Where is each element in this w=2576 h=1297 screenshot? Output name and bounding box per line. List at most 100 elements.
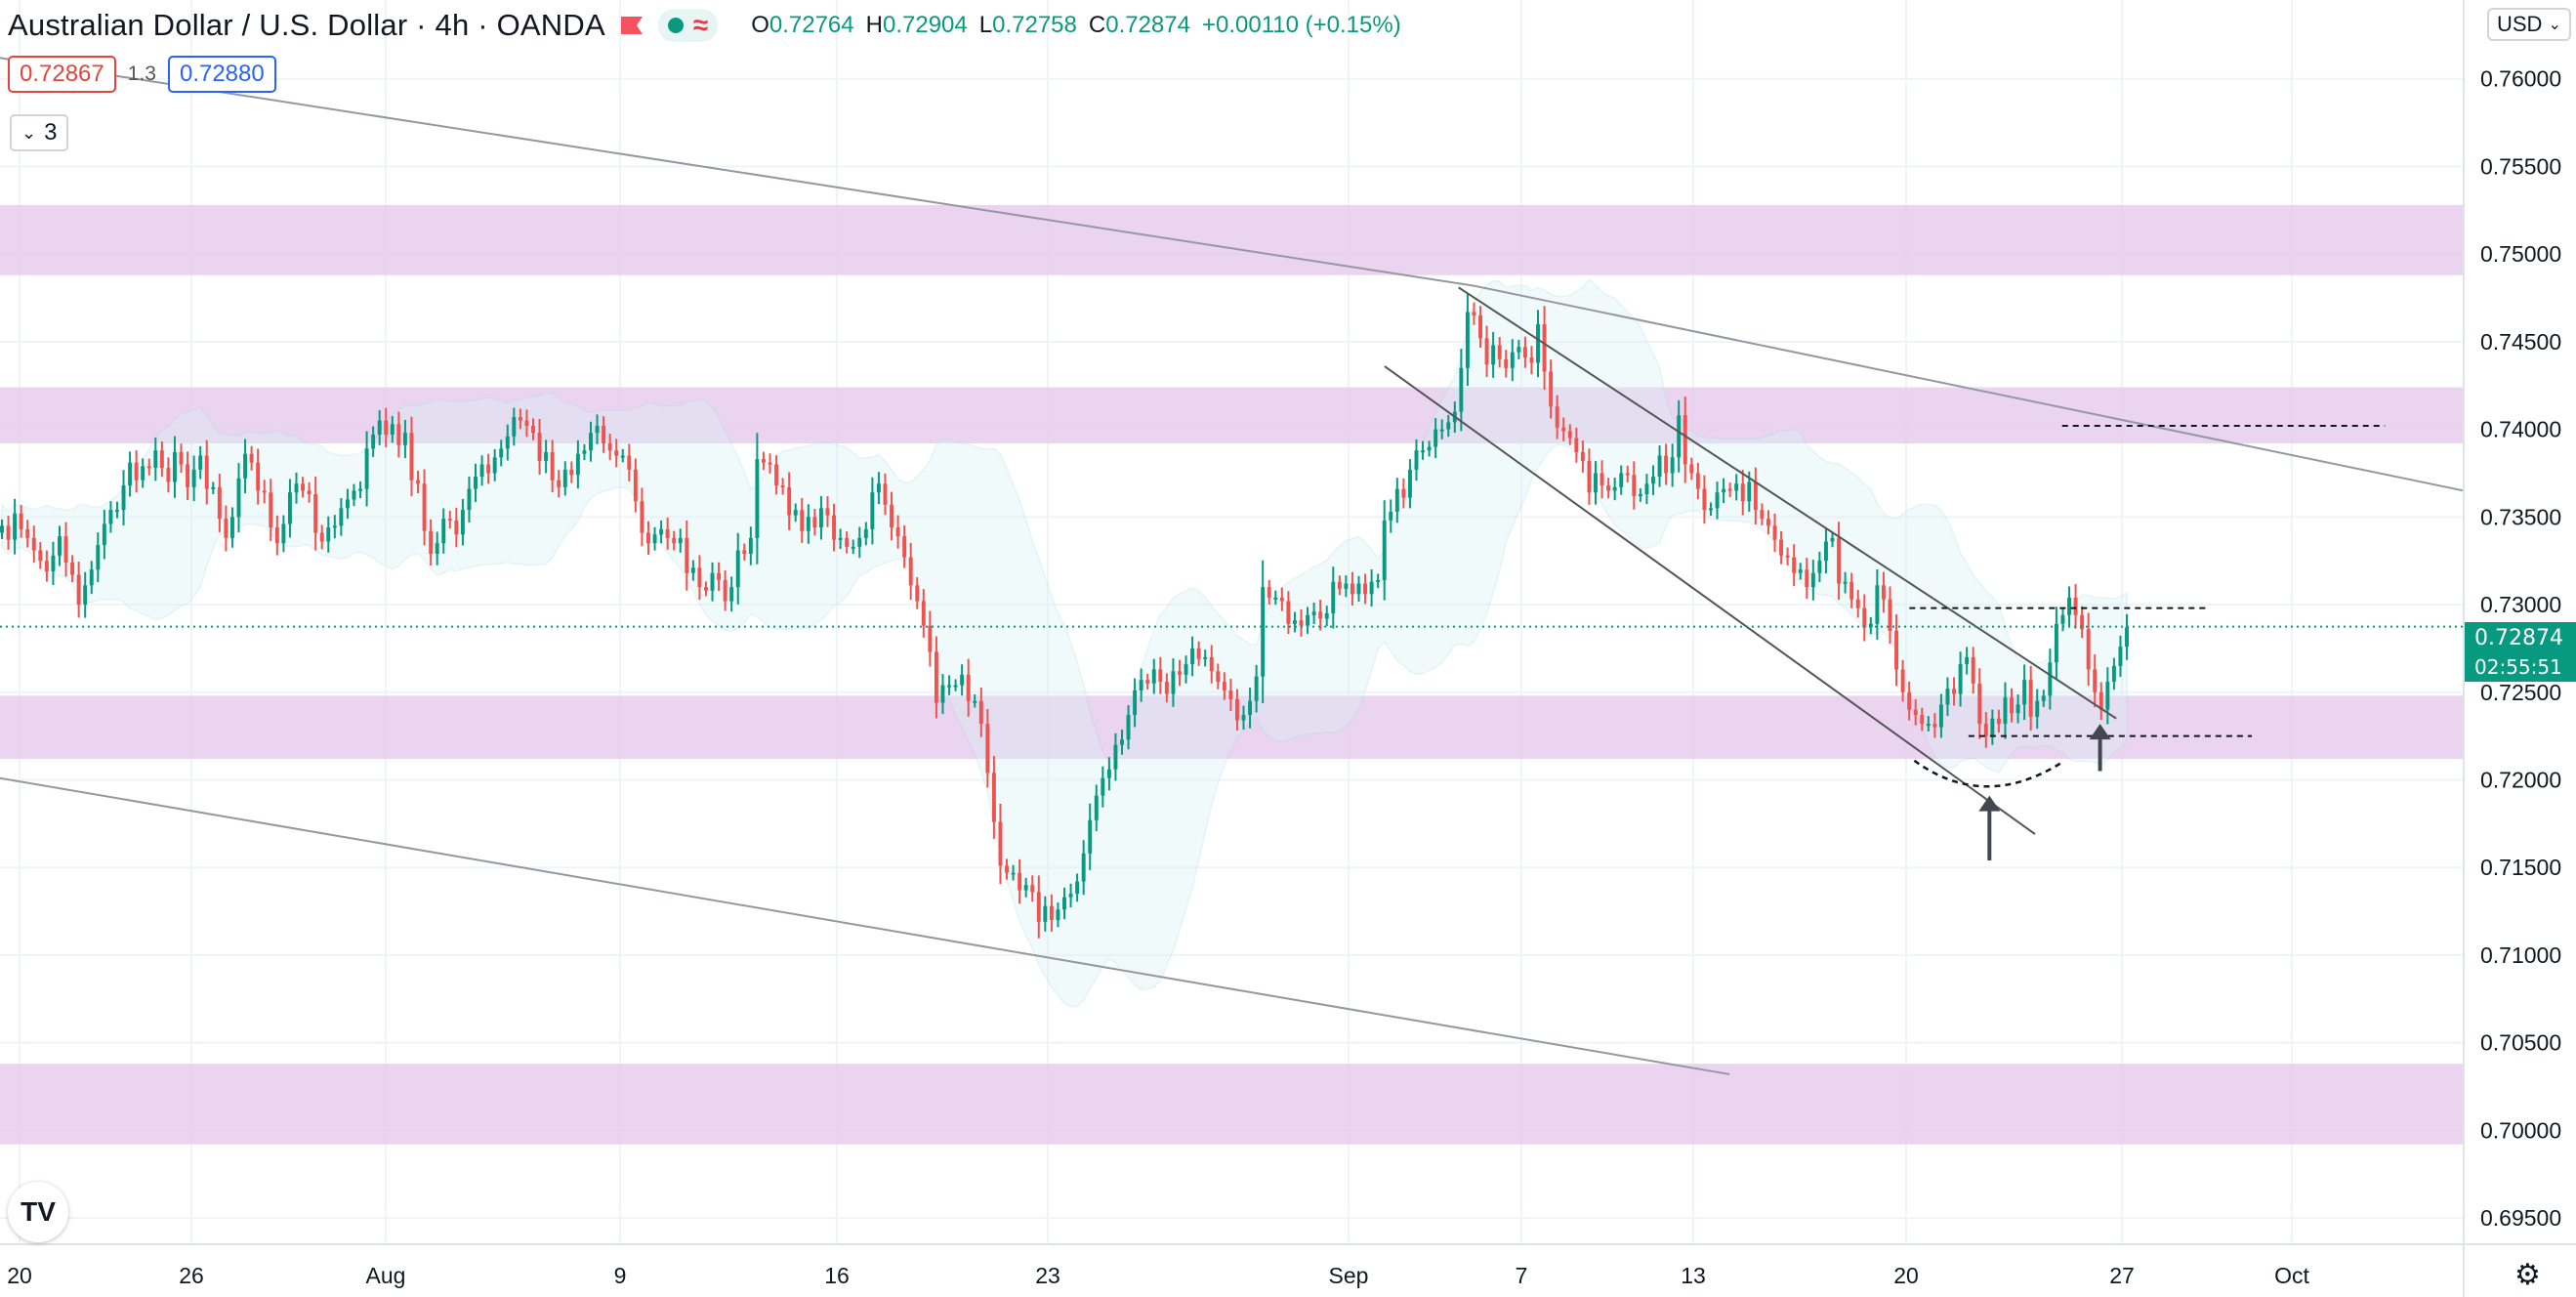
candle-body-229 <box>1465 312 1470 368</box>
candle-208 <box>1331 566 1336 629</box>
price-tick-5: 0.73500 <box>2480 504 2561 529</box>
candle-body-60 <box>384 420 389 436</box>
candle-127 <box>812 509 817 536</box>
candle-body-230 <box>1472 312 1476 315</box>
candle-body-83 <box>531 426 535 434</box>
price-tick-3: 0.74500 <box>2480 329 2561 355</box>
candle-body-219 <box>1401 488 1406 498</box>
candle-body-173 <box>1106 769 1111 778</box>
candle-body-127 <box>812 517 817 528</box>
candle-body-289 <box>1849 581 1854 600</box>
candle-263 <box>1683 397 1687 483</box>
time-tick-0: 20 <box>7 1263 32 1288</box>
candle-body-215 <box>1376 579 1381 582</box>
candle-body-51 <box>326 527 331 542</box>
tradingview-logo-icon[interactable]: TV <box>8 1182 68 1242</box>
candle-82 <box>524 409 529 438</box>
candle-body-138 <box>883 483 888 505</box>
market-open-dot-icon <box>667 18 684 33</box>
candle-body-50 <box>319 532 324 542</box>
currency-selector[interactable]: USD ⌄ <box>2487 8 2571 41</box>
candle-body-97 <box>620 455 625 458</box>
candle-64 <box>409 416 414 497</box>
candle-body-202 <box>1292 620 1297 624</box>
candle-11 <box>70 555 75 583</box>
candle-body-27 <box>172 451 177 482</box>
time-axis[interactable]: 20 26 Aug 9 16 23 Sep 7 13 20 27 Oct <box>7 1263 2309 1288</box>
candle-body-13 <box>83 585 88 606</box>
candle-body-104 <box>665 528 670 538</box>
candle-244 <box>1561 417 1566 441</box>
candle-body-267 <box>1709 508 1713 511</box>
candle-body-258 <box>1651 477 1655 484</box>
candle-150 <box>960 664 965 696</box>
candle-262 <box>1677 399 1682 473</box>
candle-54 <box>345 488 350 520</box>
candle-body-193 <box>1234 698 1239 721</box>
candle-257 <box>1644 474 1649 505</box>
candle-body-34 <box>217 486 222 520</box>
candle-190 <box>1216 663 1221 690</box>
candle-268 <box>1715 481 1720 520</box>
candle-290 <box>1855 589 1860 618</box>
candle-219 <box>1401 478 1406 509</box>
candle-28 <box>179 443 184 474</box>
candle-52 <box>332 515 337 539</box>
market-status-pill[interactable]: ≈ <box>657 9 719 42</box>
candle-body-312 <box>1996 718 2001 725</box>
indicators-toggle-button[interactable]: ⌄ 3 <box>10 114 69 151</box>
time-tick-9: 20 <box>1893 1263 1919 1288</box>
price-tick-10: 0.71000 <box>2480 942 2561 968</box>
candle-body-40 <box>256 462 261 491</box>
interval-label[interactable]: 4h <box>435 8 470 42</box>
candle-105 <box>672 530 677 551</box>
candle-body-301 <box>1926 724 1931 727</box>
candle-119 <box>761 451 766 471</box>
candle-154 <box>985 709 990 788</box>
candle-246 <box>1574 427 1579 463</box>
candle-195 <box>1248 688 1253 729</box>
candle-204 <box>1306 607 1310 634</box>
candle-body-323 <box>2067 597 2071 615</box>
candle-body-165 <box>1056 909 1060 921</box>
candle-309 <box>1977 668 1982 739</box>
candle-body-89 <box>569 469 574 476</box>
candle-body-264 <box>1689 464 1694 474</box>
price-tick-2: 0.75000 <box>2480 241 2561 267</box>
candle-body-35 <box>224 519 229 538</box>
candle-179 <box>1145 673 1150 690</box>
candle-155 <box>991 755 996 839</box>
price-tick-4: 0.74000 <box>2480 417 2561 442</box>
price-axis[interactable]: 0.76000 0.75500 0.75000 0.74500 0.74000 0.735… <box>2480 66 2561 1231</box>
candle-body-114 <box>729 587 734 602</box>
candle-62 <box>396 411 401 458</box>
candle-body-293 <box>1875 585 1880 624</box>
candle-38 <box>243 439 248 494</box>
candle-131 <box>838 528 843 550</box>
candle-88 <box>562 461 567 496</box>
candle-317 <box>2028 665 2033 732</box>
gear-icon[interactable]: ⚙ <box>2514 1259 2541 1291</box>
candle-265 <box>1695 462 1700 500</box>
candle-16 <box>102 510 106 560</box>
candle-body-294 <box>1881 585 1886 600</box>
candle-body-168 <box>1075 881 1080 895</box>
candle-180 <box>1151 658 1156 694</box>
candle-0 <box>0 519 4 539</box>
candle-205 <box>1311 603 1316 625</box>
candle-254 <box>1625 465 1630 482</box>
buy-price-button[interactable]: 0.72880 <box>167 56 276 93</box>
candle-body-310 <box>1983 724 1988 736</box>
price-zone-3 <box>0 1064 2464 1145</box>
symbol-title[interactable]: Australian Dollar / U.S. Dollar · 4h · O… <box>8 8 605 43</box>
candle-299 <box>1913 699 1918 726</box>
sell-price-button[interactable]: 0.72867 <box>8 56 116 93</box>
candle-177 <box>1133 678 1138 728</box>
candle-267 <box>1709 502 1713 517</box>
candle-body-58 <box>371 435 376 449</box>
candle-275 <box>1760 503 1765 525</box>
flag-icon[interactable] <box>619 15 644 36</box>
candle-body-6 <box>38 550 43 562</box>
candle-body-178 <box>1139 680 1143 690</box>
